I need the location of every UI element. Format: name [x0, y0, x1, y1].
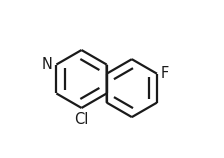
Text: Cl: Cl — [74, 112, 89, 127]
Text: N: N — [42, 57, 53, 72]
Text: F: F — [161, 66, 169, 81]
